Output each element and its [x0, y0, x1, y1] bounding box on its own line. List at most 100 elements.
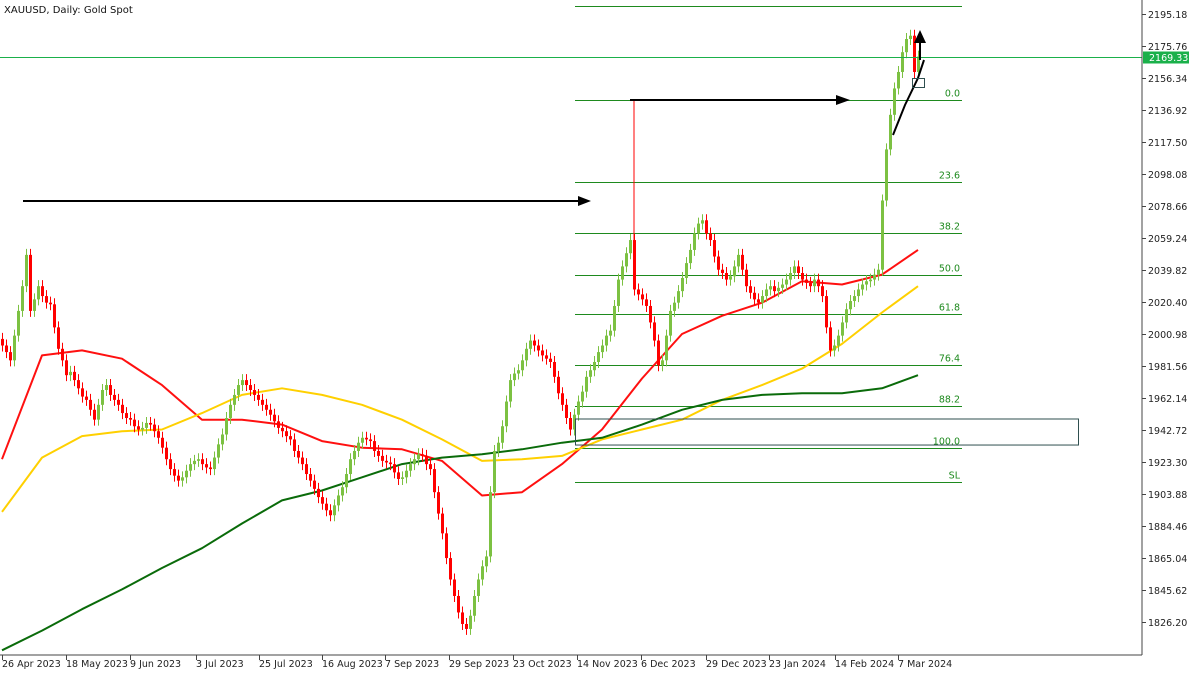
candle-body	[713, 240, 716, 257]
candle	[693, 227, 696, 256]
candle	[881, 194, 884, 276]
annotations[interactable]	[0, 30, 1142, 446]
candles	[1, 29, 920, 635]
candle	[13, 329, 16, 367]
candle-body	[805, 279, 808, 283]
candle	[289, 430, 292, 446]
candle-body	[761, 296, 764, 303]
candle-body	[461, 612, 464, 624]
current-price-badge	[1143, 51, 1189, 64]
candle	[5, 339, 8, 359]
candle	[901, 46, 904, 78]
candle-body	[837, 335, 840, 346]
candle-body	[293, 439, 296, 451]
candle-body	[709, 233, 712, 241]
candle-body	[765, 289, 768, 297]
candle-body	[573, 414, 576, 430]
candle	[353, 444, 356, 466]
candle	[337, 489, 340, 512]
candle-body	[237, 385, 240, 395]
candle	[805, 273, 808, 289]
candle-body	[589, 370, 592, 377]
candle	[869, 273, 872, 288]
candle	[429, 458, 432, 476]
candle	[421, 448, 424, 462]
candle	[853, 290, 856, 308]
candle-body	[369, 439, 372, 442]
candle	[405, 464, 408, 484]
candle-body	[897, 71, 900, 89]
candle-body	[777, 287, 780, 292]
candle	[53, 298, 56, 334]
candle-body	[917, 56, 920, 72]
candle-body	[229, 404, 232, 419]
fib-level-label: 76.4	[939, 354, 960, 365]
candle-body	[173, 469, 176, 476]
candle-body	[733, 266, 736, 277]
date-tick-label: 26 Apr 2023	[2, 659, 61, 670]
candle-body	[121, 404, 124, 414]
chart-title: XAUUSD, Daily: Gold Spot	[4, 5, 133, 16]
candle	[285, 425, 288, 443]
candle	[661, 354, 664, 372]
price-tick-label: 2117.50	[1148, 138, 1187, 149]
candle	[809, 276, 812, 293]
candle	[557, 370, 560, 400]
candle-body	[105, 385, 108, 390]
candle-body	[193, 460, 196, 465]
candle	[625, 247, 628, 273]
candle	[21, 280, 24, 317]
price-tick-label: 2156.34	[1148, 74, 1187, 85]
moving-average-line	[1, 374, 919, 652]
time-axis[interactable]: 26 Apr 2023 18 May 2023 9 Jun 2023 3 Jul 20…	[2, 655, 952, 670]
candle	[761, 290, 764, 309]
candle	[533, 334, 536, 352]
date-tick-label: 7 Sep 2023	[385, 659, 439, 670]
fibonacci-retracement[interactable]: 0.0 23.6 38.2 50.0 61.8 76.4 88.2 100.0 SL	[575, 6, 962, 483]
candle	[497, 436, 500, 457]
candle	[25, 248, 28, 293]
date-tick-label: 29 Dec 2023	[706, 659, 767, 670]
candle	[389, 456, 392, 471]
candle-body	[793, 266, 796, 274]
candle-body	[465, 623, 468, 629]
candle	[141, 421, 144, 436]
candle	[753, 286, 756, 306]
candle-body	[705, 220, 708, 234]
candle	[265, 398, 268, 416]
candle	[749, 280, 752, 299]
candle-body	[253, 389, 256, 395]
candle-body	[637, 289, 640, 295]
candle-body	[389, 462, 392, 465]
candle-body	[913, 35, 916, 72]
candle	[857, 283, 860, 303]
candle	[841, 316, 844, 342]
candle	[797, 260, 800, 280]
candle-body	[689, 249, 692, 264]
candle-body	[421, 454, 424, 456]
candle	[469, 609, 472, 635]
candle-body	[57, 327, 60, 349]
candle	[725, 267, 728, 286]
fib-level-label: 100.0	[933, 437, 960, 448]
candle-body	[177, 475, 180, 481]
candle-body	[365, 437, 368, 440]
candle-body	[685, 263, 688, 278]
candle-body	[517, 370, 520, 374]
candle	[589, 364, 592, 383]
trend-line	[892, 59, 925, 136]
candle-body	[601, 345, 604, 353]
candle	[657, 334, 660, 372]
candle	[521, 354, 524, 377]
candle	[109, 379, 112, 401]
candle	[193, 454, 196, 471]
candle-body	[385, 460, 388, 463]
price-axis[interactable]: 2195.18 2175.76 2156.34 2136.92 2117.50 2098.…	[1142, 10, 1189, 629]
candle	[861, 278, 864, 296]
candle	[641, 288, 644, 306]
candle	[249, 379, 252, 396]
candle	[765, 283, 768, 303]
candle	[553, 355, 556, 383]
candle-body	[225, 418, 228, 435]
